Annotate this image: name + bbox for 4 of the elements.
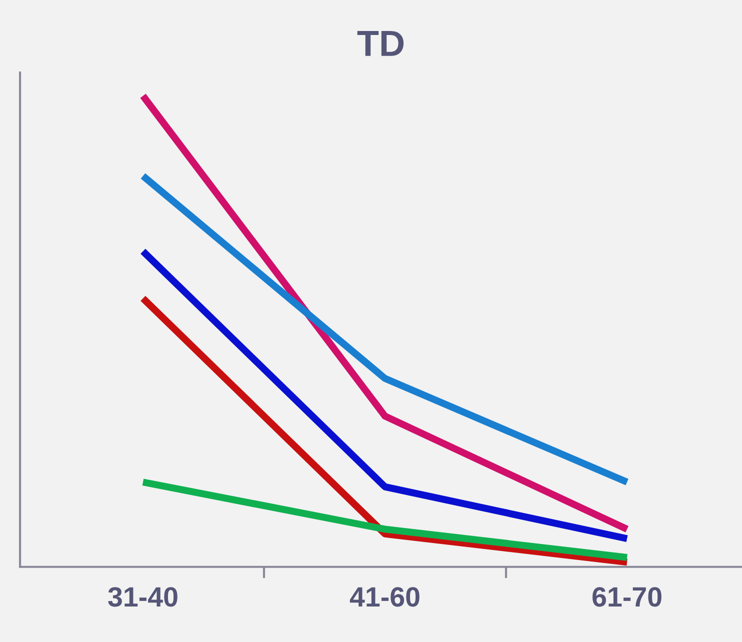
x-tick-label: 41-60 — [350, 587, 420, 607]
x-tick-label: 61-70 — [592, 587, 662, 607]
x-tick-label: 31-40 — [108, 587, 178, 607]
chart-title: TD — [357, 31, 404, 56]
